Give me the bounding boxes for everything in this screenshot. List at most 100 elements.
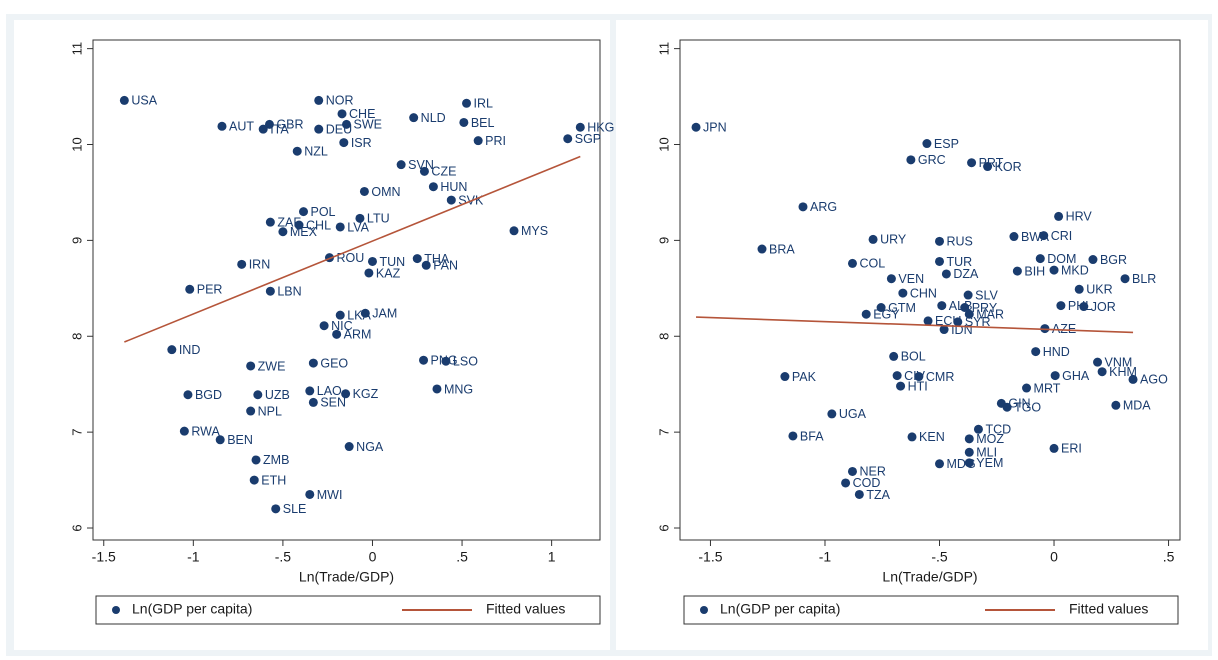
point-label: CZE <box>431 165 456 179</box>
data-point <box>935 459 945 469</box>
data-point <box>314 124 324 134</box>
data-point <box>892 371 902 381</box>
y-tick-label: 7 <box>69 429 84 436</box>
data-point <box>314 95 324 105</box>
data-point <box>344 442 354 452</box>
point-label: IRL <box>474 97 494 111</box>
data-point <box>939 325 949 335</box>
data-point <box>1056 301 1066 311</box>
data-point <box>179 426 189 436</box>
point-label: TCD <box>985 423 1011 437</box>
point-label: MYS <box>521 224 548 238</box>
point-label: GBR <box>276 118 303 132</box>
point-label: ISR <box>351 136 372 150</box>
point-label: MDA <box>1123 399 1151 413</box>
y-tick-label: 10 <box>69 137 84 151</box>
fitted-line <box>696 316 1134 334</box>
data-point <box>473 136 483 146</box>
data-point <box>339 138 349 148</box>
point-label: BEL <box>471 116 495 130</box>
data-point <box>265 217 275 227</box>
data-point <box>876 302 886 312</box>
data-point <box>1097 367 1107 377</box>
point-label: PAN <box>433 259 458 273</box>
point-label: HKG <box>587 121 614 135</box>
point-label: ITA <box>270 122 289 136</box>
point-label: URY <box>880 233 907 247</box>
point-label: SWE <box>354 118 382 132</box>
point-label: ETH <box>261 473 286 487</box>
data-point <box>215 435 225 445</box>
data-point <box>278 227 288 237</box>
data-point <box>432 384 442 394</box>
legend-label: Ln(GDP per capita) <box>720 601 840 617</box>
data-point <box>462 98 472 108</box>
data-point <box>964 458 974 468</box>
point-label: BIH <box>1024 264 1045 278</box>
data-point <box>249 475 259 485</box>
data-point <box>798 202 808 212</box>
point-label: VEN <box>898 272 924 286</box>
point-label: COL <box>859 257 885 271</box>
data-point <box>258 124 268 134</box>
data-point <box>896 381 906 391</box>
y-tick-label: 9 <box>656 237 671 244</box>
data-point <box>167 345 177 355</box>
point-label: AZE <box>1052 322 1076 336</box>
y-tick-label: 8 <box>656 333 671 340</box>
fitted-line <box>124 155 581 343</box>
data-point <box>441 356 451 366</box>
data-point <box>1074 284 1084 294</box>
point-label: BGD <box>195 388 222 402</box>
data-point <box>1009 232 1019 242</box>
point-label: MAR <box>976 308 1004 322</box>
point-label: MKD <box>1061 263 1089 277</box>
data-point <box>251 455 261 465</box>
x-tick-label: 0 <box>369 549 377 565</box>
data-point <box>1111 400 1121 410</box>
data-point <box>906 155 916 165</box>
point-label: KHM <box>1109 365 1137 379</box>
data-point <box>1031 347 1041 357</box>
point-label: RWA <box>191 424 220 438</box>
data-point <box>575 122 585 132</box>
point-label: TZA <box>866 488 890 502</box>
point-label: COD <box>853 476 881 490</box>
point-label: MLI <box>976 446 997 460</box>
point-label: ROU <box>336 251 364 265</box>
data-point <box>964 447 974 457</box>
data-point <box>1012 266 1022 276</box>
data-point <box>788 431 798 441</box>
data-point <box>861 309 871 319</box>
data-point <box>914 372 924 382</box>
data-point <box>246 361 256 371</box>
data-point <box>305 386 315 396</box>
data-point <box>265 286 275 296</box>
point-label: POL <box>311 205 336 219</box>
data-point <box>937 301 947 311</box>
point-label: LBN <box>277 284 301 298</box>
point-label: JAM <box>372 307 397 321</box>
data-point <box>960 302 970 312</box>
point-label: TGO <box>1014 401 1041 415</box>
legend-label: Fitted values <box>1069 601 1148 617</box>
legend-box <box>683 595 1179 625</box>
point-label: NER <box>859 465 885 479</box>
data-point <box>898 288 908 298</box>
point-label: SEN <box>320 396 346 410</box>
point-label: NOR <box>326 94 354 108</box>
data-point <box>964 434 974 444</box>
x-tick-label: -.5 <box>931 549 948 565</box>
data-point <box>953 317 963 327</box>
data-point <box>1093 357 1103 367</box>
data-point <box>854 489 864 499</box>
data-point <box>1035 254 1045 264</box>
point-label: SGP <box>575 132 601 146</box>
x-tick-label: -1 <box>187 549 200 565</box>
x-tick-label: -1.5 <box>92 549 116 565</box>
point-label: MOZ <box>976 432 1004 446</box>
x-axis-title: Ln(Trade/GDP) <box>299 569 394 585</box>
data-point <box>292 146 302 156</box>
x-tick-label: -.5 <box>275 549 292 565</box>
data-point <box>868 234 878 244</box>
